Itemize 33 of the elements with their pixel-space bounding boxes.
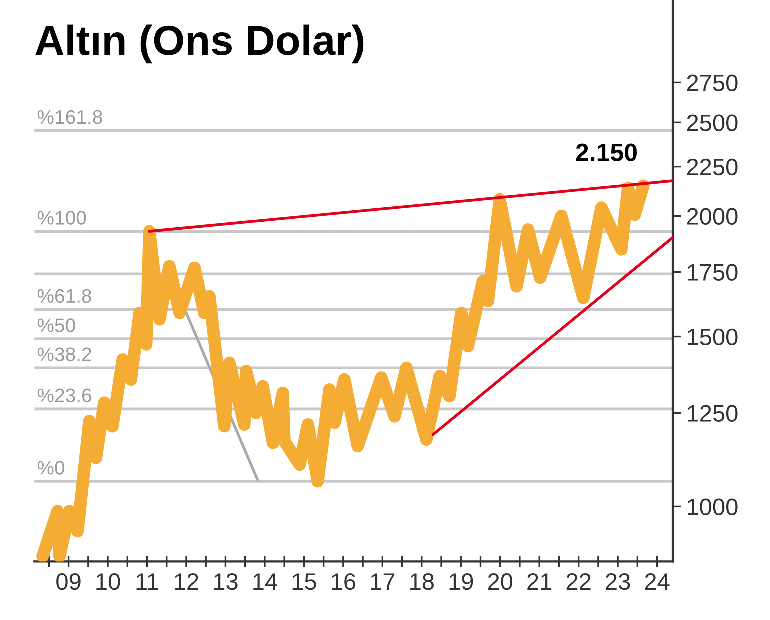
y-tick-label: 1750: [688, 264, 738, 281]
x-tick-label: 09: [56, 573, 81, 590]
annotation: %38.2: [38, 348, 92, 362]
x-tick-label: 11: [136, 574, 158, 590]
annotation: %61.8: [38, 289, 92, 304]
annotation: %50: [38, 318, 76, 332]
x-tick-label: 21: [528, 573, 552, 590]
annotation: %23.6: [38, 388, 92, 403]
x-tick-label: 22: [566, 573, 591, 590]
x-tick-label: 19: [450, 573, 474, 590]
annotation: %0: [38, 461, 65, 475]
y-tick-label: 1000: [688, 498, 738, 516]
y-tick-label: 1250: [688, 405, 738, 422]
annotation: %100: [38, 211, 86, 225]
x-tick-label: 15: [292, 574, 316, 590]
x-tick-label: 14: [254, 574, 278, 590]
y-tick-label: 2500: [687, 114, 738, 132]
x-tick-label: 16: [332, 573, 356, 590]
x-tick-label: 17: [371, 574, 395, 590]
x-tick-label: 18: [410, 573, 434, 590]
x-tick-label: 12: [175, 573, 198, 590]
x-tick-label: 24: [645, 573, 670, 590]
y-tick-label: 2000: [687, 208, 738, 225]
y-tick-label: 1500: [688, 328, 738, 346]
x-tick-label: 20: [488, 573, 513, 590]
y-tick-label: 2250: [687, 158, 738, 176]
x-tick-label: 10: [96, 573, 120, 590]
annotation: %161.8: [38, 110, 102, 124]
text: Altın (Ons Dolar): [36, 24, 364, 64]
y-tick-label: 2750: [687, 74, 738, 92]
x-tick-label: 13: [214, 573, 238, 590]
annotation: 2.150: [576, 144, 637, 162]
x-tick-label: 23: [606, 573, 630, 590]
